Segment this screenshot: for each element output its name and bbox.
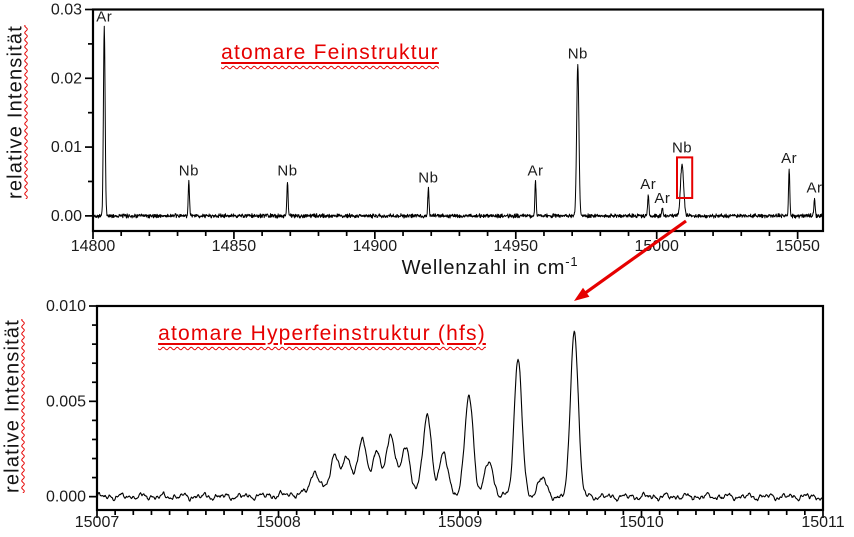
feinstruktur-title: atomare Feinstruktur — [221, 41, 439, 64]
y-tick-label: 0.00 — [51, 208, 82, 225]
peak-element-label: Nb — [277, 162, 297, 179]
x-tick-label: 15050 — [775, 238, 820, 255]
peak-element-label: Ar — [654, 190, 670, 207]
peak-element-label: Ar — [640, 176, 656, 193]
peak-element-label: Ar — [96, 8, 112, 25]
feinstruktur-y-axis-label: relative Intensität — [4, 25, 27, 199]
y-tick-label: 0.005 — [46, 393, 86, 410]
plot-border — [95, 304, 825, 512]
y-tick-label: 0.02 — [51, 70, 82, 87]
y-tick-label: 0.000 — [46, 489, 86, 506]
x-tick-label: 14900 — [353, 238, 398, 255]
x-tick-label: 14850 — [212, 238, 257, 255]
x-tick-label: 14800 — [71, 238, 116, 255]
peak-element-label: Ar — [781, 150, 797, 167]
y-tick-label: 0.01 — [51, 139, 82, 156]
hyperfeinstruktur-y-axis-label: relative Intensität — [1, 319, 24, 493]
peak-element-label: Nb — [568, 46, 588, 63]
peak-element-label: Nb — [179, 162, 199, 179]
hyperfeinstruktur-title: atomare Hyperfeinstruktur (hfs) — [158, 322, 486, 345]
y-tick-label: 0.010 — [46, 298, 86, 315]
peak-element-label: Ar — [528, 162, 544, 179]
y-tick-label: 0.03 — [51, 2, 82, 19]
peak-element-label: Nb — [672, 139, 692, 156]
x-tick-label: 14950 — [494, 238, 539, 255]
x-tick-label: 15009 — [438, 514, 483, 531]
plot-border — [91, 8, 825, 233]
x-tick-label: 15008 — [256, 514, 301, 531]
x-tick-label: 15007 — [75, 514, 120, 531]
x-axis-label: Wellenzahl in cm-1 — [401, 254, 579, 279]
spectrum-trace — [92, 25, 824, 219]
peak-element-label: Ar — [807, 180, 823, 197]
x-tick-label: 15011 — [801, 514, 844, 531]
x-tick-label: 15010 — [619, 514, 664, 531]
highlight-box — [676, 156, 694, 199]
spectrum-trace — [96, 330, 824, 502]
peak-element-label: Nb — [418, 169, 438, 186]
